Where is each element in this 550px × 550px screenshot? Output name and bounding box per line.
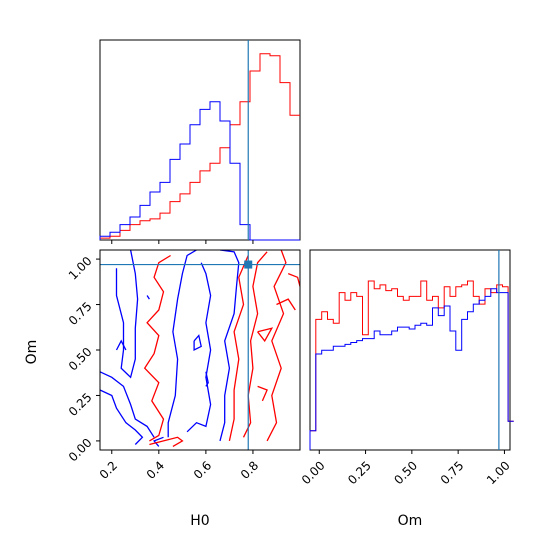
om-hist-x-tick-label-2: 0.50 (391, 458, 420, 487)
red-contour-3 (242, 251, 268, 438)
x-axis-label-om: Om (398, 513, 423, 529)
blue-contour-9 (153, 436, 164, 447)
blue-contour-3 (115, 250, 139, 379)
om-hist-x-tick-label-3: 0.75 (438, 458, 467, 487)
red-contour-7 (276, 298, 296, 311)
contour-y-tick-label-4: 1.00 (66, 254, 95, 283)
blue-contour-11 (115, 339, 127, 351)
red-contour-9 (257, 385, 268, 402)
red-contour-8 (287, 272, 300, 287)
blue-contour-6 (186, 262, 212, 433)
blue-contour-4 (167, 250, 197, 438)
om-hist-x-tick-label-1: 0.25 (345, 458, 374, 487)
contour-lines-group (100, 250, 300, 447)
contour-y-tick-label-3: 0.75 (66, 299, 95, 328)
red-contour-6 (257, 327, 274, 343)
x-axis-label-h0: H0 (190, 513, 209, 529)
om-hist-x-tick-label-0: 0.00 (299, 458, 328, 487)
h0-hist-frame (99, 39, 301, 241)
blue-contour-5 (219, 250, 240, 442)
h0-hist-blue-series (99, 101, 300, 241)
contour-x-tick-label-0: 0.2 (97, 458, 120, 481)
om-hist-blue-series (309, 288, 514, 450)
om-histogram-panel: 0.00 0.25 0.50 0.75 1.00 (299, 249, 514, 487)
contour-y-tick-label-1: 0.25 (66, 390, 95, 419)
red-contour-1 (143, 254, 171, 442)
blue-contour-10 (146, 295, 150, 300)
om-hist-x-tick-label-4: 1.00 (484, 458, 513, 487)
h0-hist-red-series (99, 53, 300, 240)
red-contour-4 (266, 250, 287, 442)
y-axis-label-om: Om (24, 340, 40, 365)
contour-x-tick-label-1: 0.4 (144, 458, 167, 481)
red-contour-5 (228, 255, 249, 442)
contour-panel: 0.2 0.4 0.6 0.8 0.00 0.25 0.50 0.75 1.00 (66, 249, 301, 482)
contour-truth-marker (244, 260, 253, 269)
contour-y-tick-label-2: 0.50 (66, 345, 95, 374)
contour-x-tick-label-3: 0.8 (238, 458, 261, 481)
om-hist-red-series (309, 280, 514, 450)
contour-x-tick-label-2: 0.6 (191, 458, 214, 481)
red-contour-2 (149, 436, 184, 447)
blue-contour-8 (205, 371, 209, 387)
blue-contour-2 (100, 371, 155, 438)
om-hist-frame (309, 249, 511, 451)
contour-frame (99, 249, 301, 451)
contour-y-tick-label-0: 0.00 (66, 436, 95, 465)
h0-histogram-panel (99, 39, 301, 244)
blue-contour-1 (100, 389, 144, 445)
blue-contour-7 (193, 334, 202, 352)
